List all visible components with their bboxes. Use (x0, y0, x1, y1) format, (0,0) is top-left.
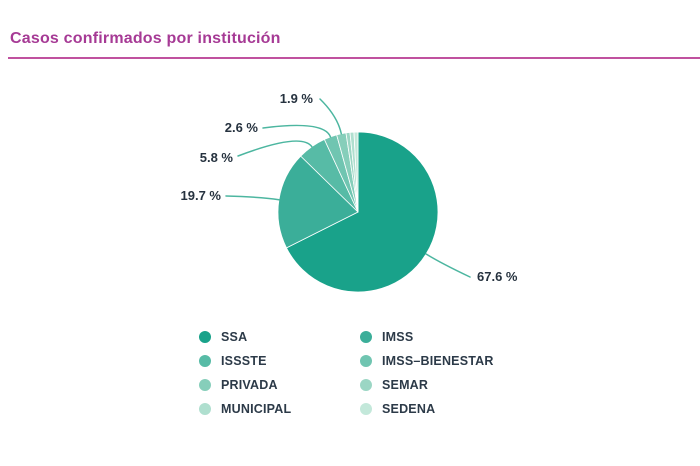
legend-label: MUNICIPAL (221, 402, 292, 416)
pie-percent-label-imss-bienestar: 2.6 % (224, 120, 258, 135)
title-underline (8, 57, 700, 59)
legend-swatch-icon (360, 355, 372, 367)
leader-line-imss-bienestar (262, 124, 332, 138)
legend-item-ssa[interactable]: SSA (199, 325, 360, 349)
legend-item-privada[interactable]: PRIVADA (199, 373, 360, 397)
legend-item-imss-bienestar[interactable]: IMSS–BIENESTAR (360, 349, 560, 373)
leader-line-privada (319, 98, 343, 135)
legend-swatch-icon (199, 379, 211, 391)
pie-slice-sedena[interactable] (353, 131, 359, 213)
legend-swatch-icon (360, 379, 372, 391)
leader-line-issste (237, 140, 313, 157)
legend-label: IMSS (382, 330, 414, 344)
pie-percent-label-privada: 1.9 % (279, 91, 313, 106)
pie-percent-label-issste: 5.8 % (199, 150, 233, 165)
legend-swatch-icon (199, 355, 211, 367)
legend-item-issste[interactable]: ISSSTE (199, 349, 360, 373)
legend-swatch-icon (199, 403, 211, 415)
chart-legend: SSA IMSS ISSSTE IMSS–BIENESTAR PRIVADA SEMAR M… (199, 325, 560, 421)
legend-label: SSA (221, 330, 248, 344)
legend-item-semar[interactable]: SEMAR (360, 373, 560, 397)
legend-label: SEDENA (382, 402, 436, 416)
page-title: Casos confirmados por institución (10, 30, 281, 47)
pie-percent-label-ssa: 67.6 % (477, 269, 518, 284)
legend-item-imss[interactable]: IMSS (360, 325, 560, 349)
legend-item-sedena[interactable]: SEDENA (360, 397, 560, 421)
legend-label: IMSS–BIENESTAR (382, 354, 494, 368)
legend-swatch-icon (360, 403, 372, 415)
leader-line-imss (225, 195, 280, 201)
legend-swatch-icon (360, 331, 372, 343)
legend-label: SEMAR (382, 378, 429, 392)
legend-item-municipal[interactable]: MUNICIPAL (199, 397, 360, 421)
legend-label: ISSSTE (221, 354, 267, 368)
leader-line-ssa (425, 253, 471, 278)
legend-label: PRIVADA (221, 378, 278, 392)
legend-swatch-icon (199, 331, 211, 343)
pie-percent-label-imss: 19.7 % (180, 188, 221, 203)
